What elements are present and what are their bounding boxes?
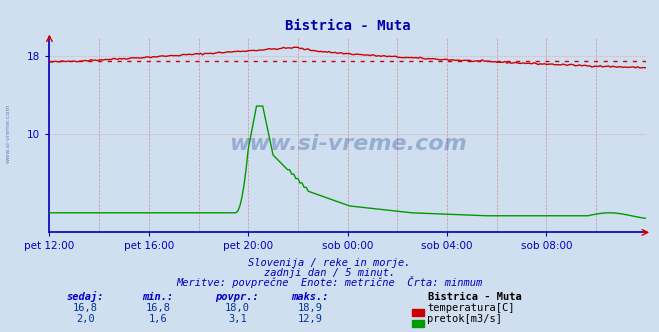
Text: 12,9: 12,9 — [297, 314, 322, 324]
Text: 1,6: 1,6 — [149, 314, 167, 324]
Text: www.si-vreme.com: www.si-vreme.com — [229, 134, 467, 154]
Text: Bistrica - Muta: Bistrica - Muta — [428, 292, 522, 302]
Title: Bistrica - Muta: Bistrica - Muta — [285, 19, 411, 33]
Text: pretok[m3/s]: pretok[m3/s] — [427, 314, 502, 324]
Text: 3,1: 3,1 — [228, 314, 246, 324]
Text: 18,0: 18,0 — [225, 303, 250, 313]
Text: min.:: min.: — [142, 292, 174, 302]
Text: www.si-vreme.com: www.si-vreme.com — [6, 103, 11, 163]
Text: zadnji dan / 5 minut.: zadnji dan / 5 minut. — [264, 268, 395, 278]
Text: povpr.:: povpr.: — [215, 292, 259, 302]
Text: sedaj:: sedaj: — [67, 291, 104, 302]
Text: Meritve: povprečne  Enote: metrične  Črta: minmum: Meritve: povprečne Enote: metrične Črta:… — [177, 276, 482, 288]
Text: maks.:: maks.: — [291, 292, 328, 302]
Text: 2,0: 2,0 — [76, 314, 95, 324]
Text: temperatura[C]: temperatura[C] — [427, 303, 515, 313]
Text: 16,8: 16,8 — [146, 303, 171, 313]
Text: 18,9: 18,9 — [297, 303, 322, 313]
Text: 16,8: 16,8 — [73, 303, 98, 313]
Text: Slovenija / reke in morje.: Slovenija / reke in morje. — [248, 258, 411, 268]
